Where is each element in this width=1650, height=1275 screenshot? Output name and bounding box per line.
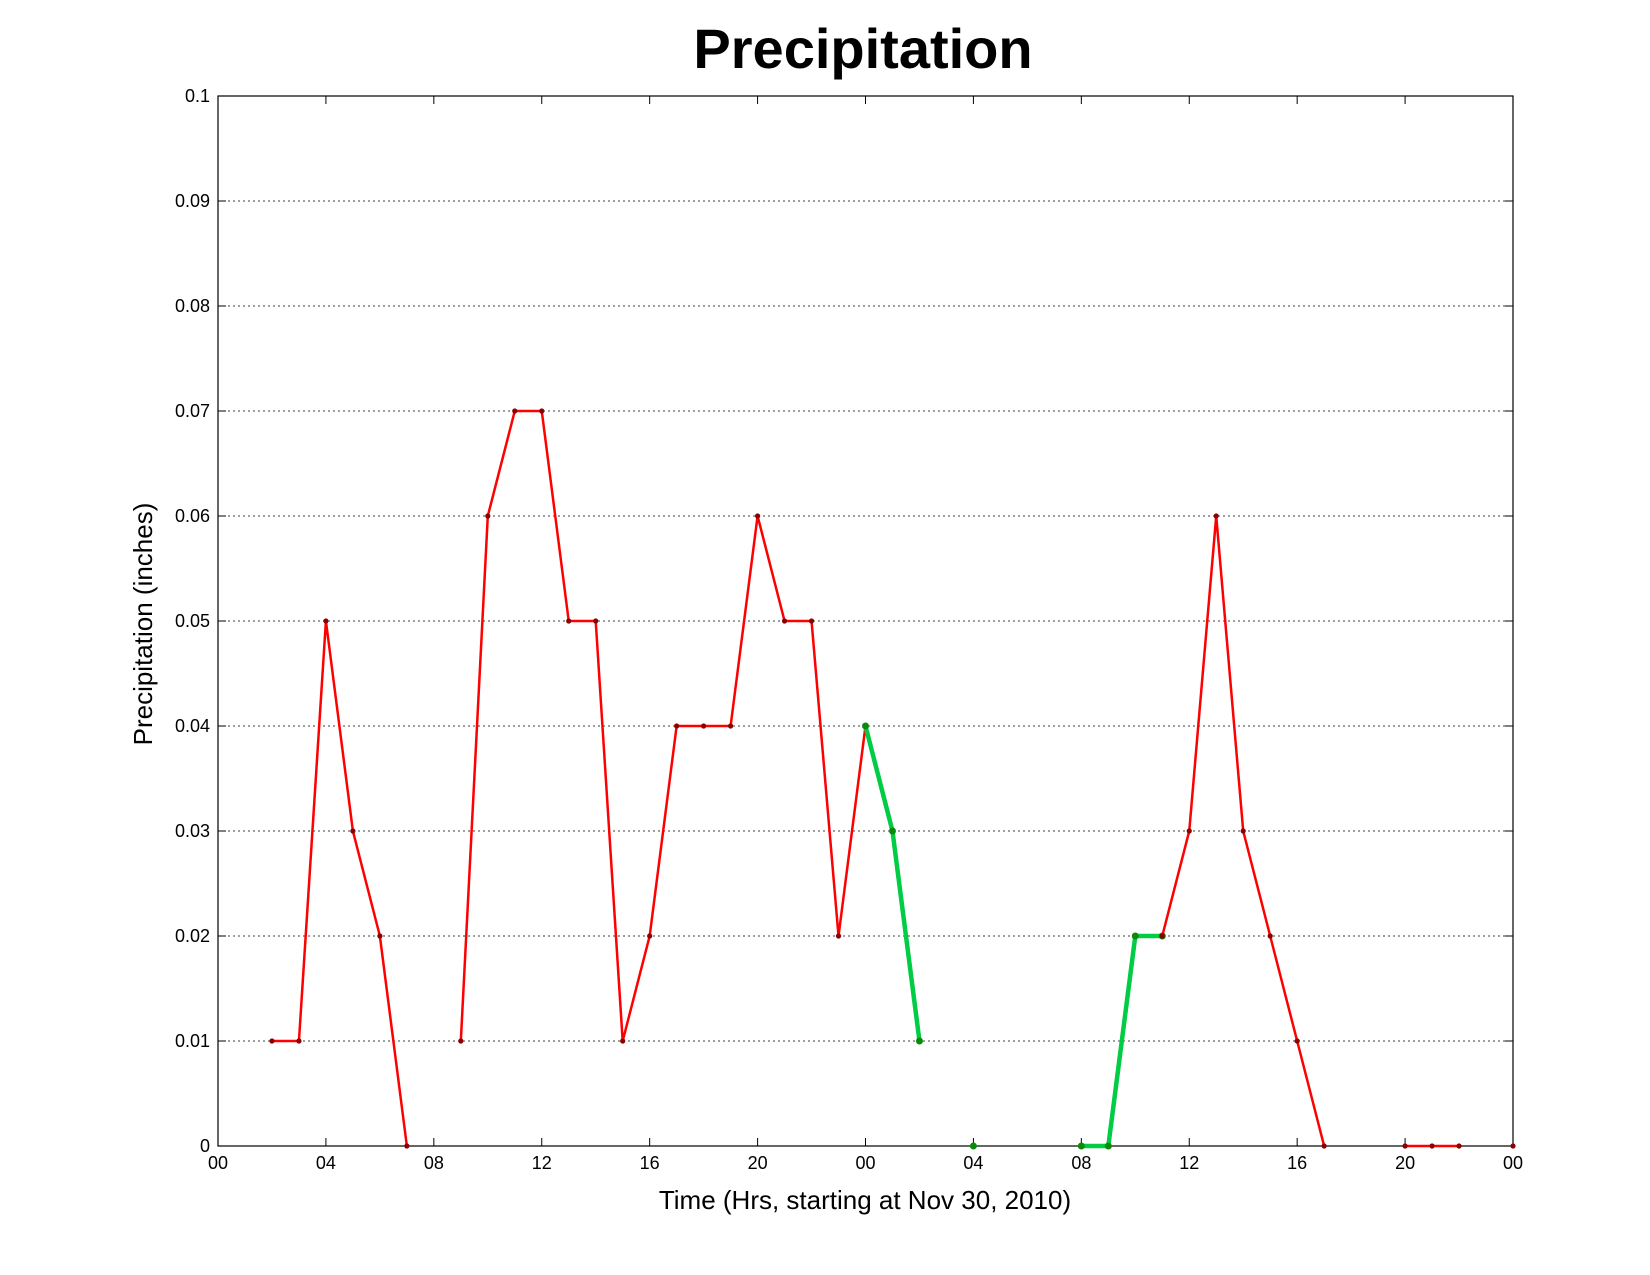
- data-point: [701, 723, 707, 729]
- data-point: [969, 1142, 977, 1150]
- data-point: [485, 513, 491, 519]
- data-point: [377, 933, 383, 939]
- data-point: [754, 513, 761, 519]
- y-tick-label: 0.09: [175, 191, 210, 211]
- data-point: [1186, 828, 1192, 834]
- x-tick-label: 00: [1503, 1153, 1523, 1173]
- data-point: [1294, 1038, 1300, 1044]
- data-point: [1104, 1142, 1112, 1150]
- y-tick-label: 0.03: [175, 821, 210, 841]
- data-point: [835, 933, 842, 939]
- x-tick-label: 16: [1287, 1153, 1307, 1173]
- data-point: [593, 618, 599, 624]
- data-point: [1240, 828, 1246, 834]
- data-point: [781, 618, 788, 624]
- y-tick-label: 0.1: [185, 86, 210, 106]
- series-layer: [269, 408, 1516, 1150]
- data-point: [620, 1038, 626, 1044]
- x-tick-label: 16: [640, 1153, 660, 1173]
- y-tick-label: 0.04: [175, 716, 210, 736]
- y-tick-label: 0.01: [175, 1031, 210, 1051]
- data-point: [512, 408, 518, 414]
- data-point: [296, 1038, 302, 1044]
- y-tick-label: 0.08: [175, 296, 210, 316]
- data-point: [539, 408, 545, 414]
- data-point: [862, 722, 869, 730]
- data-point: [888, 827, 896, 835]
- data-point: [350, 828, 356, 834]
- red-series-line: [271, 620, 409, 1147]
- data-point: [808, 618, 815, 624]
- green-series-line: [1081, 933, 1163, 1149]
- data-point: [1429, 1143, 1435, 1149]
- red-series-line: [459, 409, 867, 1042]
- data-point: [1321, 1143, 1327, 1149]
- data-point: [1510, 1143, 1516, 1149]
- y-tick-label: 0.06: [175, 506, 210, 526]
- y-tick-label: 0: [200, 1136, 210, 1156]
- data-point: [1402, 1143, 1408, 1149]
- data-point: [323, 618, 329, 624]
- y-tick-label: 0.07: [175, 401, 210, 421]
- y-tick-label: 0.05: [175, 611, 210, 631]
- y-tick-label: 0.02: [175, 926, 210, 946]
- data-point: [458, 1038, 464, 1044]
- axis-ticks: 0 0.01 0.02 0.03 0.04 0.05 0.06 0.07 0.08 0.09 0.1…: [175, 86, 1523, 1173]
- data-point: [1159, 933, 1165, 939]
- data-point: [1131, 932, 1139, 940]
- y-axis-label: Precipitation (inches): [128, 503, 158, 746]
- x-tick-label: 12: [532, 1153, 552, 1173]
- data-point: [674, 723, 680, 729]
- x-tick-label: 08: [424, 1153, 444, 1173]
- data-point: [1077, 1142, 1085, 1150]
- data-point: [566, 618, 572, 624]
- chart-title: Precipitation: [693, 17, 1032, 80]
- x-tick-label: 12: [1179, 1153, 1199, 1173]
- green-series-line: [863, 725, 922, 1042]
- x-tick-label: 00: [855, 1153, 875, 1173]
- x-tick-label: 08: [1071, 1153, 1091, 1173]
- x-tick-label: 20: [748, 1153, 768, 1173]
- x-tick-label: 00: [208, 1153, 228, 1173]
- x-tick-label: 04: [963, 1153, 983, 1173]
- data-point: [1213, 513, 1219, 519]
- data-point: [404, 1143, 410, 1149]
- data-point: [728, 723, 734, 729]
- x-tick-label: 04: [316, 1153, 336, 1173]
- data-point: [1456, 1143, 1462, 1149]
- x-tick-label: 20: [1395, 1153, 1415, 1173]
- data-point: [647, 933, 653, 939]
- data-point: [1267, 933, 1273, 939]
- grid-lines: [218, 200, 1513, 1042]
- data-point: [915, 1037, 923, 1045]
- x-axis-label: Time (Hrs, starting at Nov 30, 2010): [659, 1185, 1071, 1215]
- data-point: [269, 1038, 275, 1044]
